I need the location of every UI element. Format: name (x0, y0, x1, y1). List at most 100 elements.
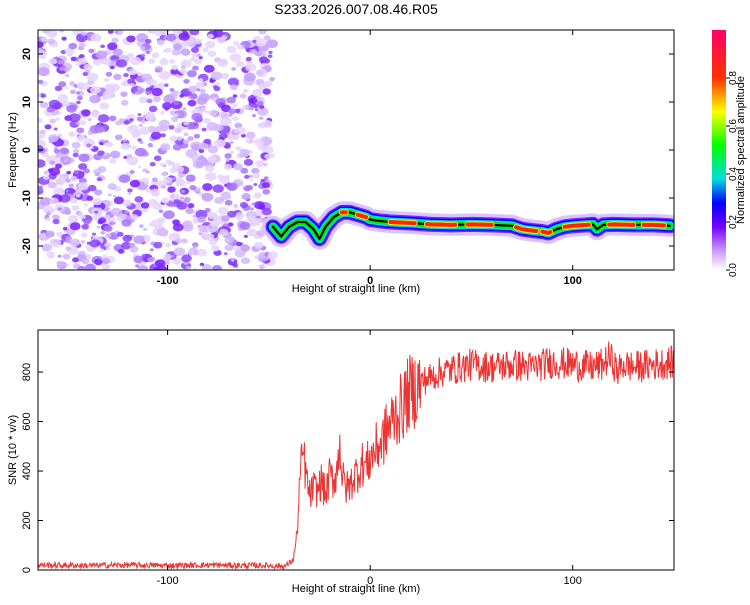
noise-blob (204, 164, 215, 173)
noise-blob (192, 243, 199, 248)
noise-blob (44, 124, 52, 130)
noise-blob (151, 52, 160, 59)
noise-blob (49, 208, 55, 213)
noise-blob (38, 186, 44, 192)
noise-blob (175, 179, 186, 187)
noise-blob (53, 148, 60, 154)
spectrogram-ridge (262, 201, 674, 250)
noise-blob (41, 243, 53, 252)
noise-blob (60, 100, 70, 108)
noise-blob (135, 264, 140, 268)
noise-blob (104, 233, 112, 239)
noise-blob (204, 40, 216, 49)
noise-blob (261, 207, 272, 216)
ridge-hot-red (641, 222, 666, 228)
noise-blob (87, 184, 97, 192)
y-tick-label: 0 (21, 147, 33, 153)
noise-blob (62, 253, 71, 260)
noise-blob (57, 133, 63, 137)
noise-blob (172, 257, 182, 265)
noise-blob (94, 189, 103, 196)
noise-blob (208, 239, 217, 246)
noise-blob (233, 128, 240, 134)
noise-blob (96, 241, 102, 246)
noise-blob (53, 187, 65, 197)
noise-blob (39, 197, 52, 206)
noise-blob (78, 54, 85, 59)
noise-blob (240, 244, 250, 252)
spectrogram-x-label: Height of straight line (km) (292, 283, 420, 295)
noise-blob (180, 196, 184, 200)
noise-blob (66, 170, 72, 175)
noise-blob (94, 124, 105, 133)
noise-blob (64, 73, 70, 78)
noise-blob (192, 159, 205, 169)
noise-blob (149, 79, 157, 85)
noise-blob (169, 59, 176, 64)
noise-blob (187, 99, 197, 107)
ridge-hot-red (465, 222, 494, 227)
noise-blob (261, 51, 267, 57)
noise-blob (192, 65, 199, 71)
noise-blob (107, 30, 114, 34)
noise-blob (89, 94, 101, 104)
noise-blob (254, 160, 265, 168)
noise-blob (97, 150, 105, 156)
noise-blob (69, 104, 77, 110)
noise-blob (268, 50, 273, 54)
noise-blob (148, 143, 154, 148)
noise-blob (255, 68, 268, 78)
noise-blob (49, 118, 56, 124)
noise-blob (245, 184, 254, 191)
noise-blob (42, 175, 50, 181)
noise-blob (177, 172, 185, 178)
noise-blob (189, 57, 196, 62)
noise-blob (141, 73, 153, 82)
noise-blob (241, 193, 251, 200)
noise-blob (38, 144, 44, 153)
noise-blob (65, 235, 73, 241)
noise-blob (169, 135, 178, 142)
noise-blob (230, 133, 240, 141)
noise-blob (171, 177, 176, 181)
noise-blob (80, 240, 86, 244)
noise-blob (258, 30, 267, 35)
snr-y-ticks: 0 200 400 600 800 (21, 363, 674, 573)
noise-blob (53, 127, 58, 131)
noise-blob (175, 238, 182, 244)
noise-blob (91, 110, 101, 118)
noise-blob (207, 50, 217, 58)
noise-blob (196, 53, 202, 58)
noise-blob (232, 94, 238, 98)
noise-blob (151, 177, 159, 182)
noise-blob (77, 182, 89, 191)
noise-blob (180, 65, 186, 70)
noise-blob (65, 263, 70, 267)
noise-blob (129, 246, 139, 253)
noise-blob (199, 262, 205, 266)
noise-blob (262, 188, 271, 195)
noise-blob (57, 59, 65, 65)
noise-blob (195, 81, 204, 89)
noise-blob (172, 43, 182, 51)
noise-blob (129, 170, 135, 174)
noise-blob (167, 186, 176, 193)
noise-blob (240, 257, 251, 265)
noise-blob (160, 111, 165, 115)
noise-blob (245, 56, 252, 62)
noise-blob (246, 229, 257, 237)
noise-blob (126, 156, 139, 166)
colorbar-tick-label: 0.4 (728, 167, 739, 181)
noise-blob (69, 81, 75, 86)
noise-blob (142, 227, 148, 231)
noise-blob (48, 58, 58, 65)
noise-blob (138, 224, 144, 228)
noise-blob (39, 101, 49, 109)
noise-blob (161, 197, 170, 204)
noise-blob (180, 48, 191, 56)
noise-blob (190, 93, 198, 99)
noise-blob (149, 248, 154, 252)
noise-blob (55, 177, 66, 186)
noise-blob (68, 183, 75, 188)
